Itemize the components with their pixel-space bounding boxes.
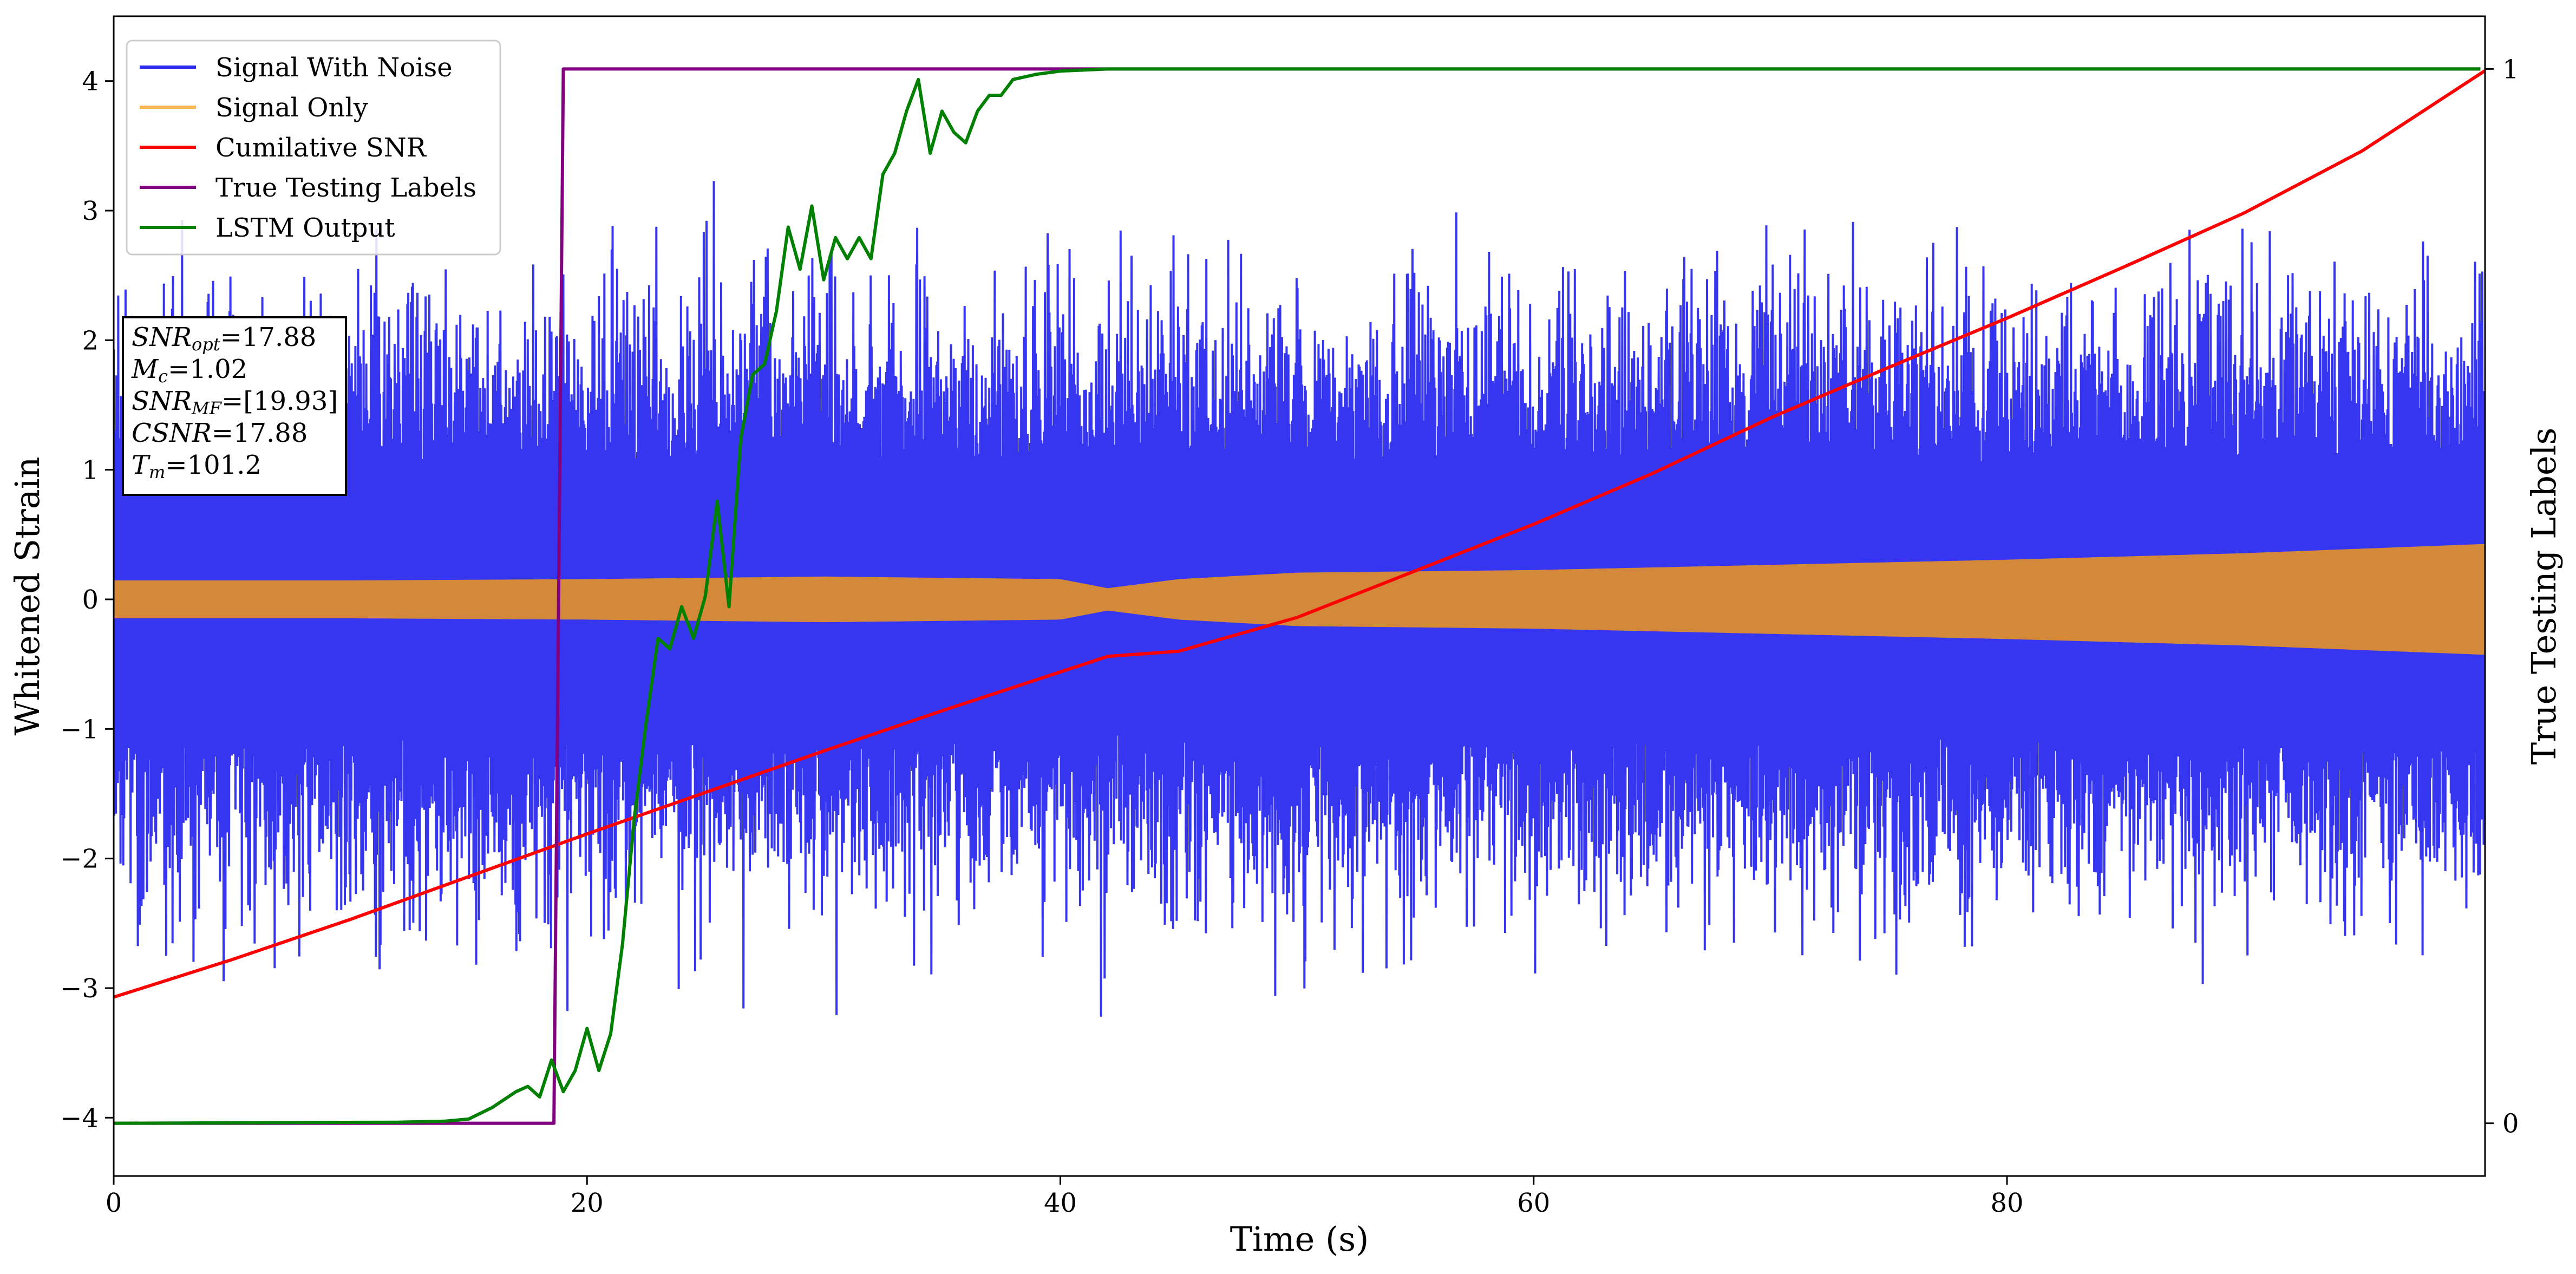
x-tick-label: 80 bbox=[1990, 1188, 2023, 1218]
lstm-output-line bbox=[114, 67, 2481, 1125]
y-tick-label: −2 bbox=[60, 844, 99, 874]
line-series-group bbox=[114, 67, 2485, 1125]
y-tick-label: 3 bbox=[82, 196, 99, 226]
y-right-tick-label: 1 bbox=[2502, 54, 2519, 84]
y-tick-label: −1 bbox=[60, 714, 99, 744]
legend: Signal With Noise Signal Only Cumilative S… bbox=[126, 40, 501, 256]
signal-with-noise-series bbox=[114, 181, 2485, 1017]
y-tick-label: −3 bbox=[60, 974, 99, 1004]
y-tick-label: 0 bbox=[82, 585, 99, 615]
x-tick-label: 0 bbox=[106, 1188, 122, 1218]
x-tick-label: 20 bbox=[571, 1188, 604, 1218]
x-tick-label: 40 bbox=[1044, 1188, 1077, 1218]
signal-with-noise-line bbox=[114, 181, 2485, 1017]
signal-only-series bbox=[114, 544, 2485, 655]
legend-label: Signal With Noise bbox=[215, 53, 453, 83]
x-axis-label: Time (s) bbox=[1230, 1219, 1369, 1259]
legend-label: Cumilative SNR bbox=[215, 133, 427, 163]
plot-frame bbox=[113, 15, 2486, 1177]
legend-label: True Testing Labels bbox=[215, 173, 476, 203]
x-tick-label: 60 bbox=[1517, 1188, 1550, 1218]
y-right-axis-label: True Testing Labels bbox=[2524, 428, 2564, 765]
y-right-tick-label: 0 bbox=[2502, 1109, 2519, 1139]
y-tick-label: 2 bbox=[82, 325, 99, 356]
y-axis-label: Whitened Strain bbox=[8, 457, 47, 736]
legend-label: LSTM Output bbox=[215, 213, 395, 243]
y-tick-label: 1 bbox=[82, 455, 99, 486]
y-tick-label: 4 bbox=[82, 67, 99, 97]
cumulative-snr-line bbox=[114, 69, 2485, 999]
legend-label: Signal Only bbox=[215, 93, 368, 123]
annotation-box bbox=[122, 316, 347, 496]
signal-only-band bbox=[114, 544, 2485, 655]
y-tick-label: −4 bbox=[60, 1103, 99, 1133]
legend-box bbox=[126, 40, 501, 256]
